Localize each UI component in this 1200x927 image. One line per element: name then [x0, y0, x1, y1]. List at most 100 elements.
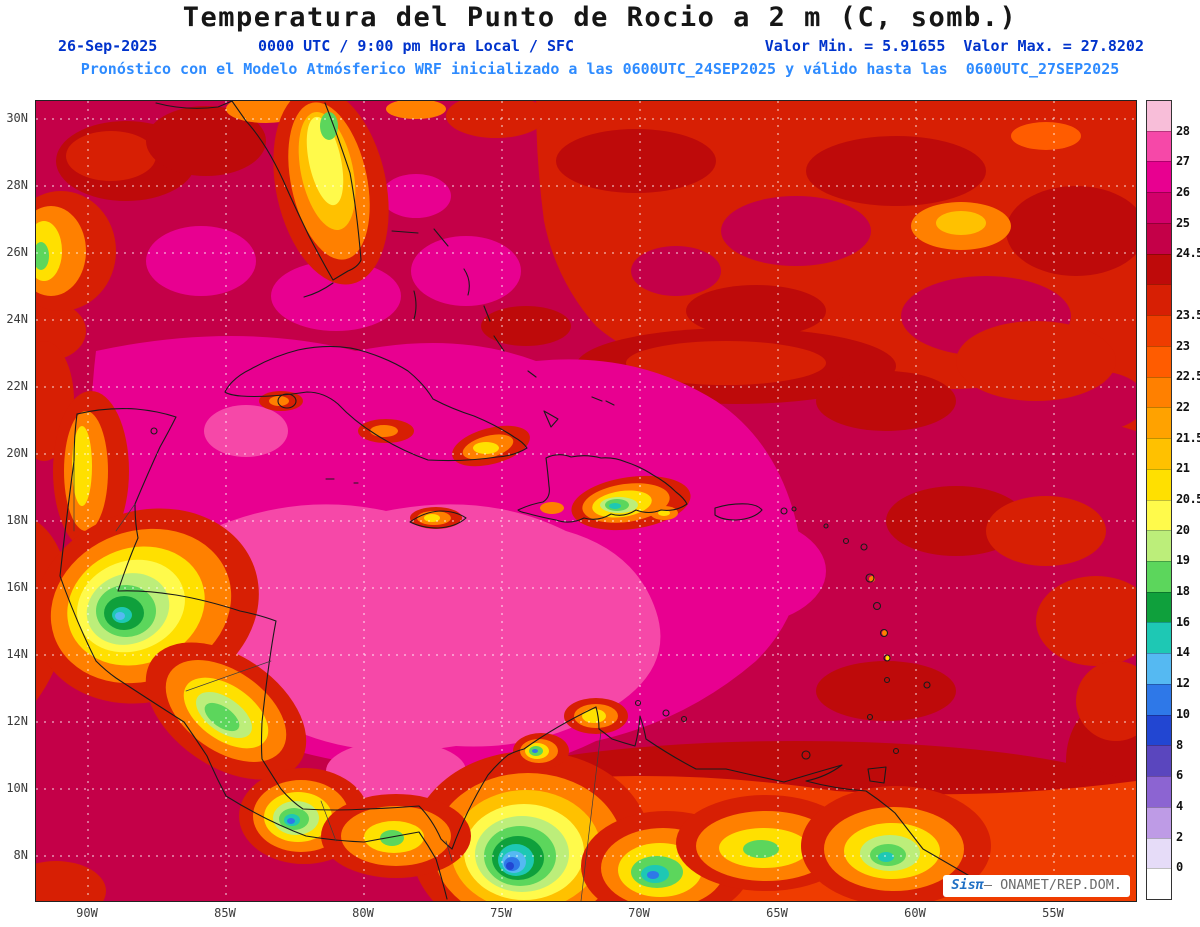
coastline-pacific	[59, 413, 448, 900]
coastline-trinidad	[867, 766, 887, 784]
colorbar-tick-label: 24.5	[1176, 246, 1200, 261]
colorbar-tick-label: 20.5	[1176, 492, 1200, 506]
coastlines	[59, 101, 1000, 901]
lat-tick-label: 16N	[6, 580, 28, 594]
colorbar-cell	[1147, 868, 1171, 900]
colorbar-tick-label: 16	[1176, 614, 1190, 629]
colorbar-cell	[1147, 376, 1171, 408]
coastline-puerto-rico	[714, 503, 763, 521]
colorbar-cell	[1147, 130, 1171, 162]
colorbar-cell	[1147, 745, 1171, 777]
colorbar-cell	[1147, 192, 1171, 223]
colorbar-cell	[1147, 101, 1171, 131]
gridlines	[36, 101, 1136, 901]
colorbar-cell	[1147, 407, 1171, 439]
forecast-datetime-line: 26-Sep-2025 0000 UTC / 9:00 pm Hora Loca…	[0, 37, 1200, 57]
lon-tick-label: 75W	[490, 906, 512, 920]
colorbar-tick-label: 14	[1176, 645, 1190, 660]
value-max-label: Valor Max. = 27.8202	[963, 37, 1144, 55]
colorbar-tick-label: 4	[1176, 798, 1183, 813]
colorbar-tick-label: 12	[1176, 676, 1190, 691]
colorbar-cell	[1147, 345, 1171, 377]
colorbar-cell	[1147, 468, 1171, 500]
colorbar-cell	[1147, 591, 1171, 623]
lat-tick-label: 10N	[6, 781, 28, 795]
colorbar-cell	[1147, 653, 1171, 684]
border-lines	[73, 460, 602, 901]
lat-tick-label: 22N	[6, 379, 28, 393]
colorbar-tick-label: 22.5	[1176, 369, 1200, 384]
colorbar-cell	[1147, 530, 1171, 562]
coastline-bahamas	[391, 228, 615, 428]
colorbar-tick-label: 0	[1176, 860, 1183, 875]
colorbar-cell	[1147, 284, 1171, 316]
colorbar-cell	[1147, 806, 1171, 838]
lon-tick-label: 90W	[76, 906, 98, 920]
colorbar-tick-label: 2	[1176, 829, 1183, 844]
lat-tick-label: 8N	[13, 848, 28, 862]
lon-tick-label: 60W	[904, 906, 926, 920]
colorbar-tick-label: 21	[1176, 461, 1190, 476]
colorbar-cell	[1147, 315, 1171, 346]
watermark: Sisπ– ONAMET/REP.DOM.	[943, 875, 1130, 897]
lon-tick-label: 70W	[628, 906, 650, 920]
colorbar-labels: 28 27 26 25 24.5 23.5 23 22.5 22 21.5 21 20.5 20 19 18…	[1176, 100, 1200, 900]
coastline-hispaniola	[517, 454, 688, 523]
lat-tick-label: 20N	[6, 446, 28, 460]
colorbar-tick-label: 23.5	[1176, 307, 1200, 322]
colorbar-tick-label: 20	[1176, 522, 1190, 537]
colorbar-cell	[1147, 714, 1171, 746]
latitude-axis: 30N 28N 26N 24N 22N 20N 18N 16N 14N 12N 10N 8N	[0, 100, 31, 902]
watermark-brand: Sisπ	[951, 877, 984, 893]
coastline-florida	[155, 101, 362, 281]
colorbar-tick-label: 18	[1176, 584, 1190, 599]
colorbar-cell	[1147, 161, 1171, 193]
colorbar-cell	[1147, 499, 1171, 531]
value-min-label: Valor Min. = 5.91655	[764, 37, 946, 55]
colorbar-tick-label: 19	[1176, 553, 1190, 568]
coastline-jamaica	[409, 510, 467, 529]
lon-tick-label: 80W	[352, 906, 374, 920]
colorbar-tick-label: 23	[1176, 338, 1190, 353]
colorbar-cell	[1147, 683, 1171, 715]
longitude-axis: 90W 85W 80W 75W 70W 65W 60W 55W	[35, 903, 1135, 921]
colorbar-tick-label: 10	[1176, 706, 1190, 721]
lat-tick-label: 24N	[6, 312, 28, 326]
map-plot-area: Sisπ– ONAMET/REP.DOM.	[35, 100, 1137, 902]
forecast-date: 26-Sep-2025	[58, 37, 158, 55]
lat-tick-label: 28N	[6, 178, 28, 192]
colorbar-tick-label: 26	[1176, 185, 1190, 200]
coastline-caymans	[325, 478, 359, 484]
colorbar-cell	[1147, 622, 1171, 654]
lat-tick-label: 18N	[6, 513, 28, 527]
colorbar-tick-label: 8	[1176, 737, 1183, 752]
colorbar-tick-label: 27	[1176, 154, 1190, 169]
colorbar-cell	[1147, 253, 1171, 285]
watermark-credit: – ONAMET/REP.DOM.	[983, 877, 1122, 893]
dewpoint-shaded-field	[36, 101, 1136, 901]
coastline-south-america	[451, 706, 1000, 894]
model-info-line: Pronóstico con el Modelo Atmósferico WRF…	[80, 60, 1120, 78]
coastline-cuba	[224, 345, 528, 462]
coastline-isla-juventud	[277, 393, 297, 409]
forecast-time: 0000 UTC / 9:00 pm Hora Local / SFC	[258, 37, 575, 55]
colorbar-tick-label: 22	[1176, 399, 1190, 414]
colorbar-tick-label: 21.5	[1176, 430, 1200, 445]
colorbar-tick-label: 25	[1176, 215, 1190, 230]
lat-tick-label: 26N	[6, 245, 28, 259]
colorbar-cell	[1147, 222, 1171, 254]
colorbar-tick-label: 28	[1176, 123, 1190, 138]
coastline-yucatan-centralamerica	[76, 408, 453, 850]
lon-tick-label: 85W	[214, 906, 236, 920]
colorbar-cell	[1147, 776, 1171, 807]
lat-tick-label: 14N	[6, 647, 28, 661]
colorbar-tick-label: 6	[1176, 768, 1183, 783]
lat-tick-label: 30N	[6, 111, 28, 125]
colorbar-cell	[1147, 561, 1171, 592]
lon-tick-label: 65W	[766, 906, 788, 920]
dewpoint-map-canvas	[36, 101, 1136, 901]
page-title: Temperatura del Punto de Rocio a 2 m (C,…	[182, 2, 1018, 33]
coastline-lesser-antilles	[150, 427, 931, 760]
colorbar	[1146, 100, 1172, 900]
colorbar-cell	[1147, 837, 1171, 869]
